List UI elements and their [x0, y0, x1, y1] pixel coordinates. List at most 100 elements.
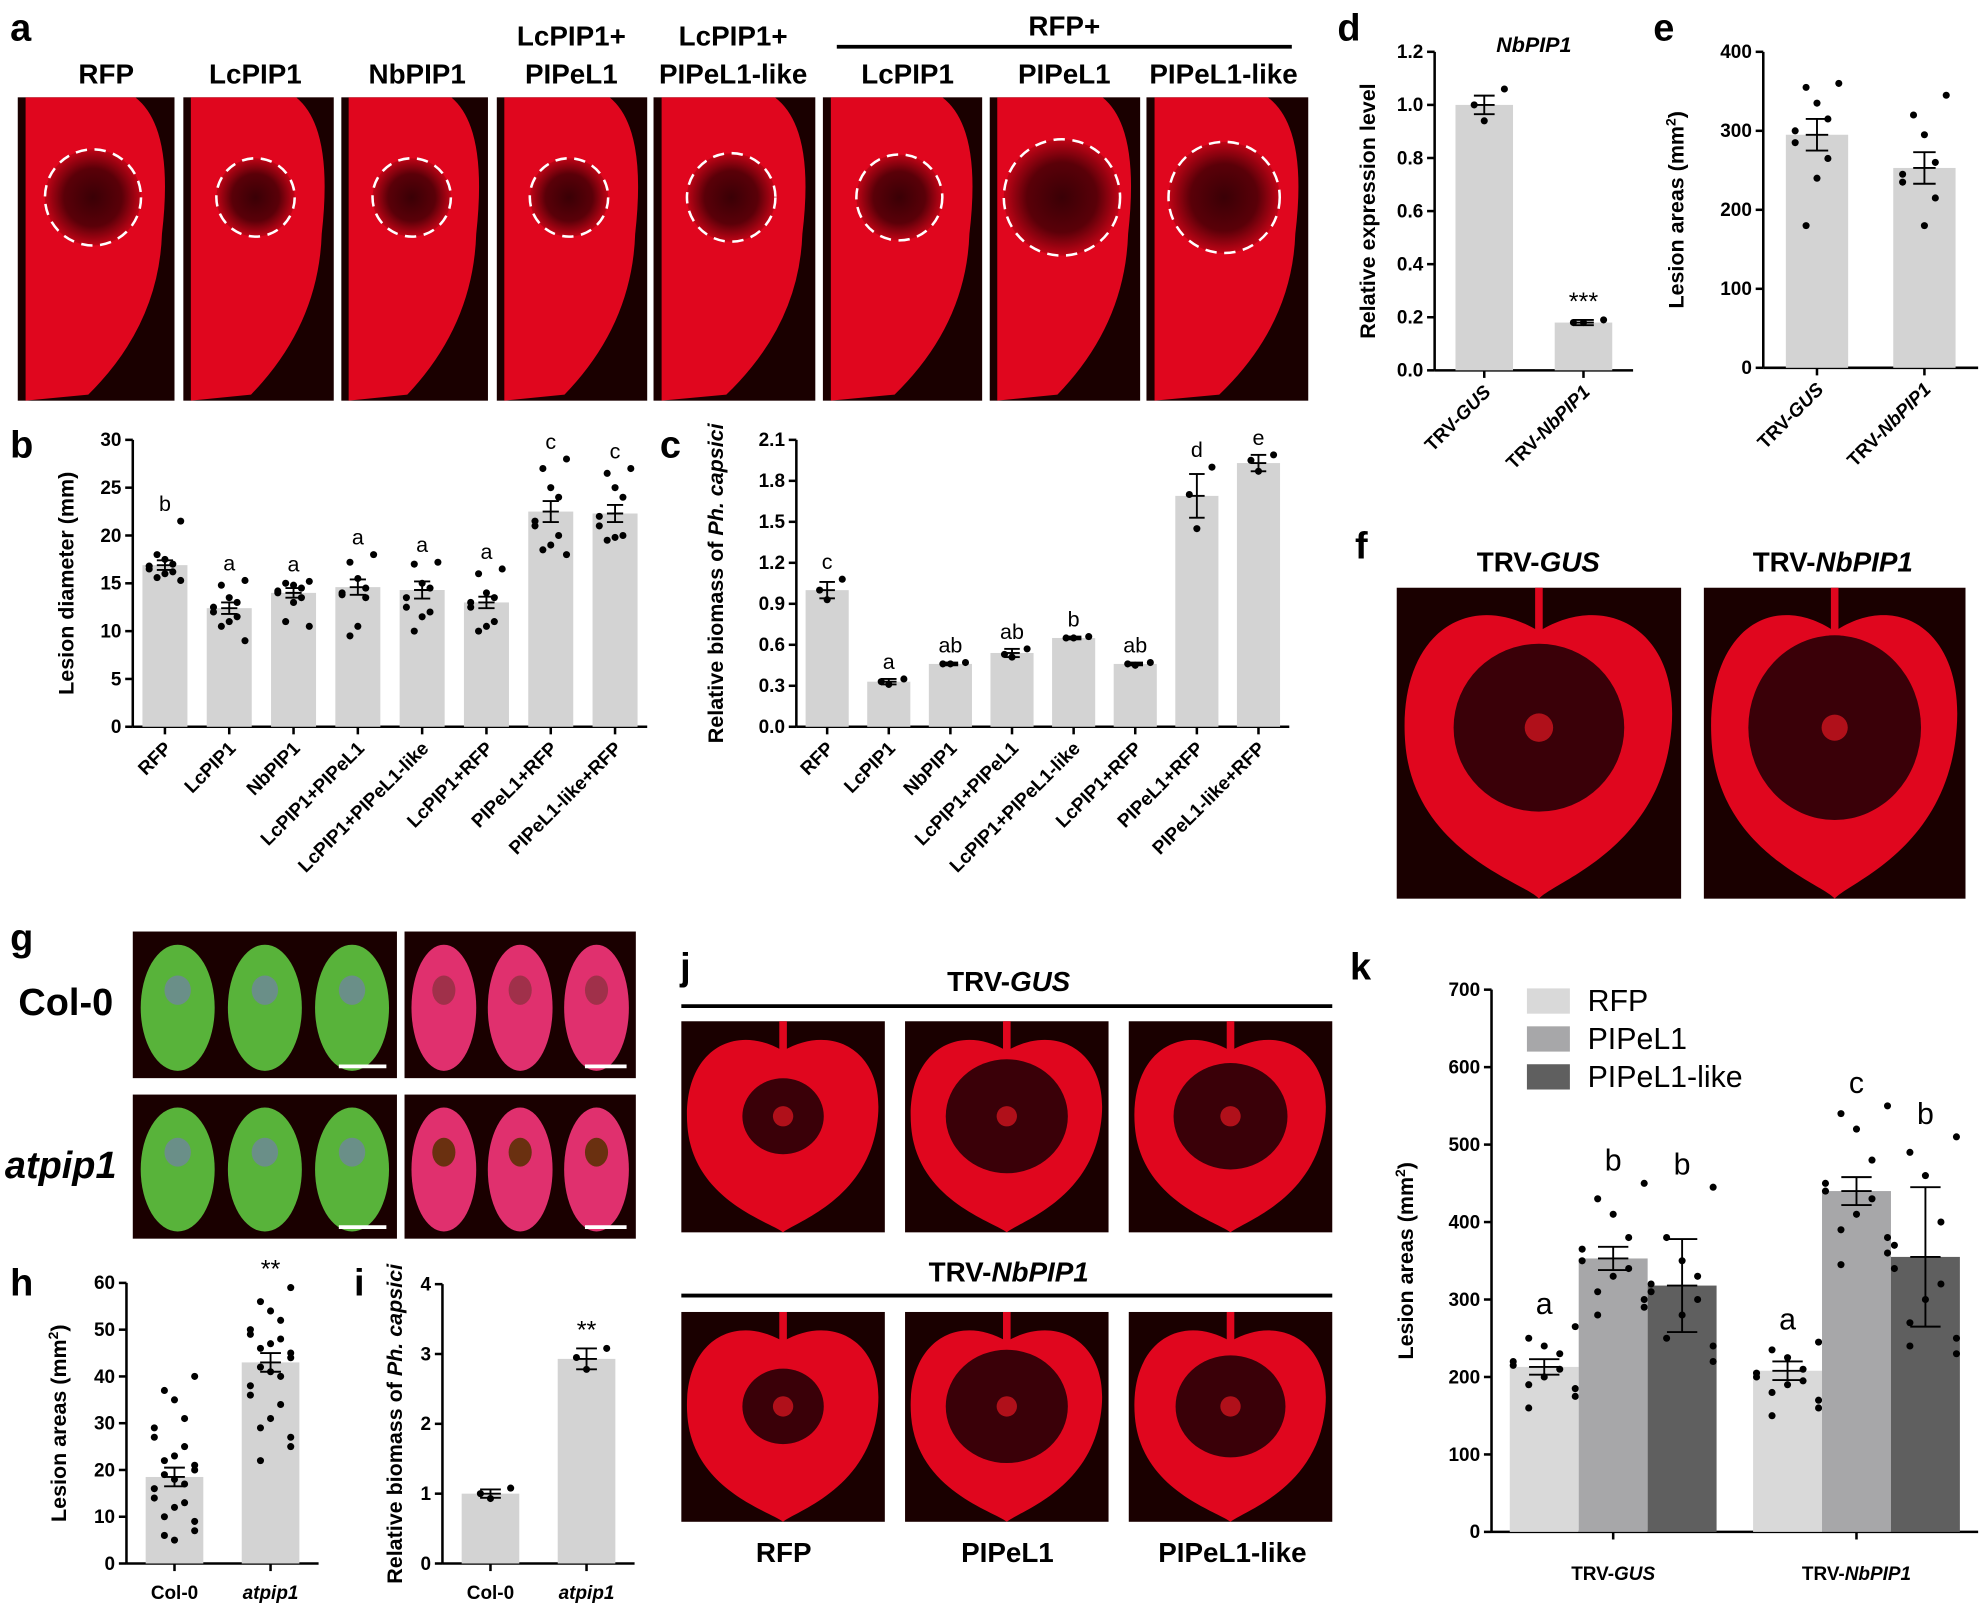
y-tick-label: 1	[421, 1484, 432, 1505]
y-tick-label: 10	[100, 621, 121, 642]
data-point	[346, 558, 354, 566]
data-point	[619, 493, 627, 501]
x-tick-label: LcPIP1	[840, 738, 900, 798]
x-tick-label: RFP	[797, 738, 839, 780]
label-part: )	[47, 1324, 71, 1331]
lesion	[584, 975, 609, 1005]
chart-b: 0 5 10 15 20 25 30 Lesion diameter (mm) RFP LcPIP…	[54, 430, 648, 877]
significance-label: a	[352, 526, 364, 550]
data-point	[256, 1457, 265, 1465]
x-tick-label: NbPIP1	[243, 738, 305, 800]
data-point	[241, 637, 249, 645]
leaf-photo	[822, 97, 983, 401]
lesion	[529, 158, 609, 237]
data-point	[1752, 1373, 1761, 1381]
y-tick-label: 15	[100, 574, 121, 595]
y-tick-label: 4	[421, 1274, 432, 1295]
data-point	[170, 1536, 179, 1544]
data-point	[225, 618, 233, 626]
panel-letter-j: j	[679, 947, 691, 989]
data-point	[1824, 154, 1832, 163]
data-point	[1640, 1295, 1648, 1304]
leaf-photo	[1128, 1311, 1333, 1522]
data-point	[1815, 1404, 1823, 1412]
bar	[271, 592, 317, 727]
significance-label: ab	[938, 633, 962, 657]
significance-label: b	[159, 492, 171, 516]
row-label: Col-0	[18, 982, 113, 1024]
y-tick-label: 0	[1741, 358, 1752, 379]
data-point	[1768, 1412, 1776, 1420]
data-point	[1852, 1125, 1861, 1133]
data-point	[1952, 1334, 1960, 1342]
bar	[1236, 463, 1281, 727]
label-part-italic: GUS	[1614, 1564, 1655, 1585]
bar	[399, 590, 445, 727]
data-point	[241, 576, 249, 584]
x-tick-label: Col-0	[467, 1583, 514, 1604]
leaf	[190, 97, 325, 401]
data-point	[547, 484, 555, 492]
superscript: 2	[45, 1331, 61, 1339]
bar	[805, 590, 849, 727]
significance-label: b	[1917, 1098, 1934, 1131]
lesion	[686, 153, 776, 242]
leaf	[504, 97, 639, 401]
data-point	[1868, 1156, 1876, 1164]
leaf-photo	[1396, 587, 1682, 899]
data-point	[627, 465, 635, 473]
data-point	[1821, 1187, 1830, 1195]
significance-label: a	[1536, 1288, 1553, 1321]
data-point	[191, 1466, 199, 1474]
data-point	[1694, 1295, 1702, 1304]
data-point	[246, 1330, 254, 1338]
data-point	[1600, 316, 1608, 324]
y-tick-label: 0.8	[1397, 148, 1423, 169]
data-point	[539, 546, 547, 554]
y-tick-label: 3	[421, 1344, 432, 1365]
data-point	[482, 622, 490, 630]
data-point	[217, 581, 225, 589]
legend-item: RFP	[1526, 985, 1648, 1018]
data-point	[562, 551, 571, 559]
significance-label: ***	[1569, 288, 1599, 316]
bar	[1455, 104, 1514, 371]
lesion	[251, 1137, 279, 1167]
lesion-outline	[855, 153, 944, 242]
bar	[557, 1358, 616, 1564]
legend-swatch	[1526, 1064, 1570, 1090]
chart-title: NbPIP1	[1496, 33, 1571, 57]
lesion-outline	[1167, 140, 1281, 255]
data-point	[490, 618, 498, 626]
data-point	[475, 627, 483, 635]
x-tick-label: LcPIP1	[181, 738, 241, 798]
data-point	[1208, 463, 1216, 471]
data-point	[410, 560, 418, 568]
data-point	[225, 594, 233, 602]
column-label: LcPIP1	[209, 58, 302, 89]
column-label: PIPeL1	[961, 1537, 1054, 1568]
data-point	[282, 618, 290, 626]
data-point	[1647, 1280, 1655, 1288]
leaf-photo	[653, 97, 816, 401]
data-point	[1578, 1257, 1586, 1265]
leaf-photo	[404, 1094, 636, 1239]
data-point	[1709, 1357, 1717, 1366]
x-tick-label: LcPIP1+PIPeL1	[911, 738, 1023, 850]
label-part: Relative biomass of	[383, 1376, 407, 1584]
data-point	[233, 613, 241, 621]
data-point	[1791, 127, 1799, 135]
column-label: NbPIP1	[369, 58, 466, 89]
significance-label: c	[1849, 1067, 1864, 1100]
label-part-italic: Ph. capsici	[383, 1263, 407, 1376]
bar	[206, 608, 252, 727]
data-point	[603, 469, 611, 477]
x-tick-label: RFP	[134, 738, 176, 780]
column-label: PIPeL1	[1018, 58, 1111, 89]
data-point	[256, 1363, 265, 1371]
data-point	[1921, 1172, 1929, 1180]
data-point	[1835, 79, 1843, 87]
x-tick-label: PIPeL1-like+RFP	[1149, 738, 1270, 859]
leaf	[140, 944, 215, 1071]
